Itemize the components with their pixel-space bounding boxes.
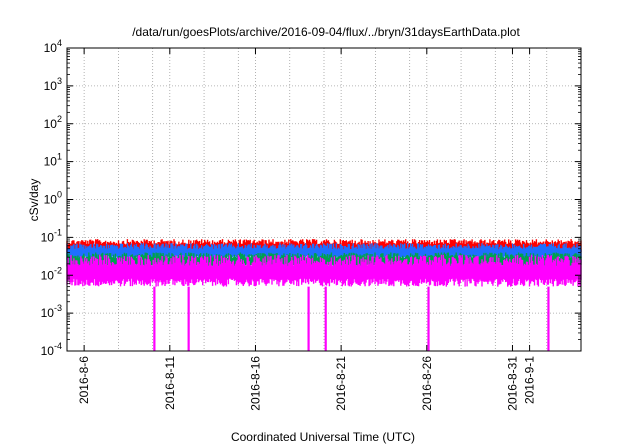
x-tick-label: 2016-8-6 <box>77 356 91 404</box>
x-tick-label: 2016-8-16 <box>248 356 262 411</box>
y-axis: 10-4 10-3 10-2 10-1 100 101 102 103 104 <box>41 38 581 358</box>
x-tick-label: 2016-9-1 <box>523 356 537 404</box>
x-tick-label: 2016-8-21 <box>334 356 348 411</box>
chart-title: /data/run/goesPlots/archive/2016-09-04/f… <box>132 25 520 39</box>
y-tick-label: 101 <box>44 152 62 169</box>
data-series <box>66 239 582 351</box>
x-tick-label: 2016-8-31 <box>505 356 519 411</box>
y-tick-label: 10-3 <box>41 303 62 320</box>
x-tick-label: 2016-8-26 <box>420 356 434 411</box>
y-axis-label: cSv/day <box>27 179 41 222</box>
grid <box>67 47 581 352</box>
y-tick-label: 10-4 <box>41 341 62 358</box>
x-axis-label: Coordinated Universal Time (UTC) <box>231 430 415 444</box>
y-tick-label: 103 <box>44 76 62 93</box>
x-tick-label: 2016-8-11 <box>163 356 177 410</box>
y-tick-label: 10-2 <box>41 265 62 282</box>
x-axis: 2016-8-6 2016-8-11 2016-8-16 2016-8-21 2016-… <box>77 48 537 411</box>
y-tick-label: 10-1 <box>41 227 62 244</box>
y-tick-label: 102 <box>44 114 62 131</box>
y-tick-label: 104 <box>44 38 62 55</box>
y-tick-label: 100 <box>44 190 62 207</box>
